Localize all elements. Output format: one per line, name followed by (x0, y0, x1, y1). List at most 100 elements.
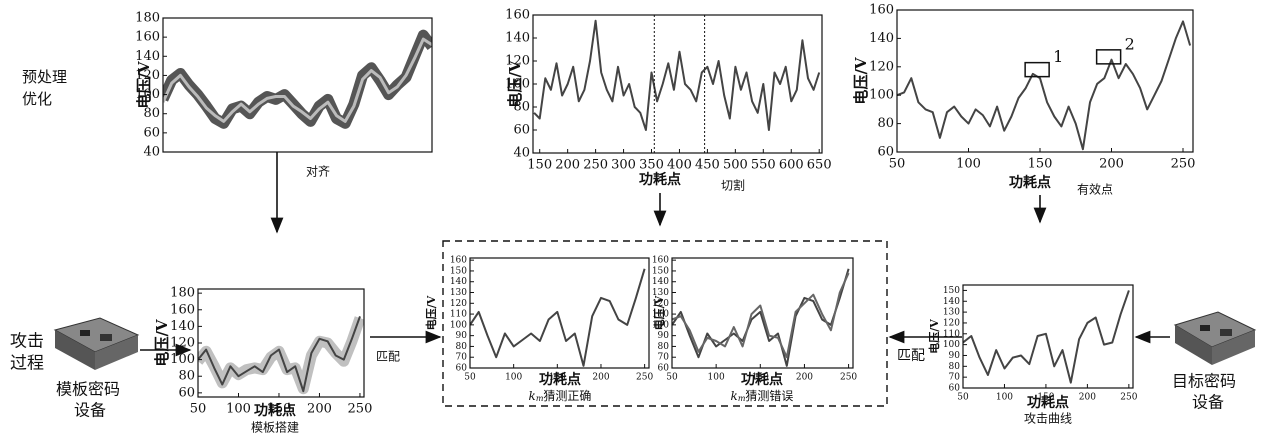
x-tick-label: 600 (779, 157, 804, 172)
x-tick-label: 200 (796, 372, 813, 382)
y-axis-label: 电压/V (506, 60, 524, 107)
label: 攻击 (10, 332, 44, 352)
y-tick-label: 160 (450, 256, 467, 266)
y-tick-label: 60 (513, 123, 530, 138)
line (198, 318, 360, 389)
x-axis-label: 功耗点 (639, 171, 681, 188)
caption-var: k (731, 389, 738, 403)
caption: 模板搭建 (251, 421, 299, 435)
caption: km猜测正确 (529, 389, 592, 404)
x-tick-label: 50 (464, 372, 476, 382)
x-tick-label: 100 (956, 156, 981, 171)
label: 匹配 (897, 348, 925, 364)
plot-frame (470, 258, 649, 368)
y-tick-label: 130 (943, 308, 960, 318)
line (534, 21, 819, 130)
y-tick-label: 140 (505, 31, 530, 46)
x-tick-label: 500 (723, 157, 748, 172)
y-axis-label: 电压/V (424, 295, 438, 330)
y-tick-label: 150 (943, 286, 960, 296)
y-tick-label: 130 (450, 288, 467, 298)
y-tick-label: 120 (869, 59, 894, 74)
x-tick-label: 250 (840, 372, 857, 382)
label: 优化 (22, 90, 52, 108)
y-tick-label: 80 (949, 362, 961, 372)
caption: 对齐 (306, 164, 330, 179)
y-tick-label: 80 (178, 369, 195, 384)
x-tick-label: 350 (639, 157, 664, 172)
x-tick-label: 200 (1079, 392, 1096, 402)
x-axis-label: 功耗点 (539, 371, 581, 388)
annotation-box (1097, 50, 1121, 64)
y-tick-label: 140 (170, 319, 195, 334)
y-tick-label: 90 (949, 351, 961, 361)
caption: 攻击曲线 (1024, 412, 1072, 426)
y-tick-label: 140 (450, 277, 467, 287)
y-tick-label: 150 (450, 266, 467, 276)
caption: 切割 (721, 178, 745, 193)
x-tick-label: 50 (889, 156, 906, 171)
y-tick-label: 120 (943, 318, 960, 328)
y-axis-label: 电压/V (652, 295, 666, 330)
y-tick-label: 140 (652, 277, 669, 287)
y-tick-label: 90 (658, 331, 670, 341)
y-tick-label: 180 (135, 11, 160, 26)
x-tick-label: 50 (190, 401, 207, 416)
y-tick-label: 90 (456, 331, 468, 341)
y-tick-label: 80 (658, 342, 670, 352)
y-tick-label: 70 (658, 353, 670, 363)
y-tick-label: 110 (943, 329, 960, 339)
label: 匹配 (376, 350, 400, 364)
caption: km猜测错误 (731, 389, 794, 404)
y-tick-label: 180 (170, 286, 195, 301)
y-tick-label: 110 (450, 310, 467, 320)
y-axis-label: 电压/V (852, 57, 870, 104)
y-axis-label: 电压/V (135, 61, 153, 108)
y-tick-label: 150 (652, 266, 669, 276)
y-tick-label: 160 (135, 30, 160, 45)
device-icon (55, 318, 138, 370)
x-tick-label: 200 (555, 157, 580, 172)
x-tick-label: 100 (226, 401, 251, 416)
y-tick-label: 40 (143, 145, 160, 160)
x-tick-label: 200 (1099, 156, 1124, 171)
caption-text: 猜测错误 (745, 389, 793, 403)
label: 模板密码 (56, 380, 120, 399)
y-tick-label: 70 (949, 373, 961, 383)
y-tick-label: 120 (450, 299, 467, 309)
y-tick-label: 60 (143, 125, 160, 140)
y-axis-label: 电压/V (927, 319, 941, 354)
x-tick-label: 400 (667, 157, 692, 172)
x-tick-label: 550 (751, 157, 776, 172)
y-tick-label: 120 (170, 336, 195, 351)
x-tick-label: 250 (1171, 156, 1196, 171)
y-tick-label: 100 (450, 320, 467, 330)
caption-text: 猜测正确 (543, 389, 591, 403)
label: 预处理 (22, 68, 67, 86)
x-tick-label: 200 (592, 372, 609, 382)
line (470, 269, 645, 366)
y-tick-label: 60 (178, 385, 195, 400)
x-axis-label: 功耗点 (1009, 174, 1051, 191)
y-tick-label: 140 (869, 31, 894, 46)
x-tick-label: 150 (1028, 156, 1053, 171)
label: 目标密码 (1172, 372, 1236, 391)
x-tick-label: 100 (996, 392, 1013, 402)
y-tick-label: 160 (505, 8, 530, 23)
label: 设备 (74, 401, 106, 420)
x-tick-label: 150 (527, 157, 552, 172)
x-tick-label: 250 (636, 372, 653, 382)
x-tick-label: 200 (307, 401, 332, 416)
annotation-box (1025, 63, 1049, 77)
device-icon (1175, 312, 1255, 365)
caption-var: k (529, 389, 536, 403)
y-tick-label: 80 (456, 342, 468, 352)
x-tick-label: 250 (348, 401, 373, 416)
annotation-label: 2 (1125, 34, 1135, 53)
y-tick-label: 100 (869, 88, 894, 103)
x-tick-label: 250 (1120, 392, 1137, 402)
x-tick-label: 50 (666, 372, 678, 382)
x-tick-label: 50 (957, 392, 969, 402)
y-tick-label: 160 (652, 256, 669, 266)
x-tick-label: 450 (695, 157, 720, 172)
